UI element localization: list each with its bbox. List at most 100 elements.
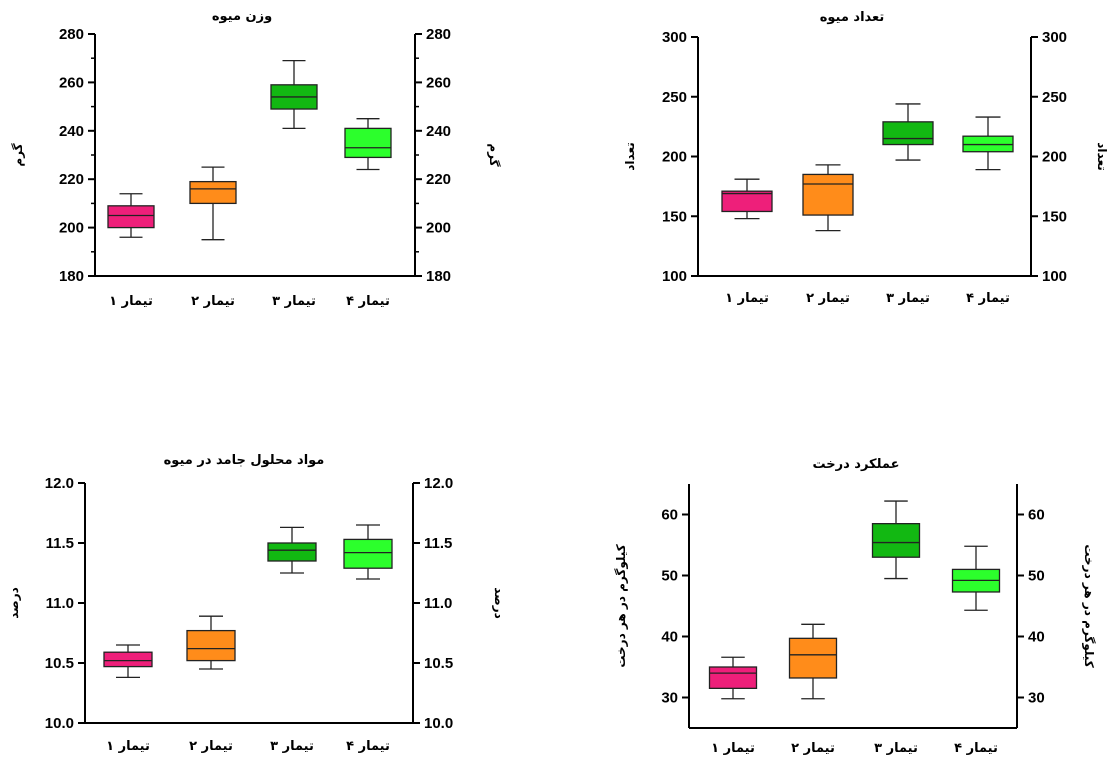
y-tick-label-right: 10.0 [424,715,453,732]
box-1 [721,178,773,220]
y-tick-label-left: 200 [59,220,84,237]
chart-panel-4: عملکرد درخت 30 30 40 40 50 50 60 60 کیلوگرم در هر… [614,457,1096,756]
y-tick-label-left: 300 [662,29,687,46]
box-iqr [721,190,773,213]
box-3 [882,103,934,161]
box-iqr [871,523,921,558]
y-tick-label-right: 300 [1042,29,1067,46]
box-3 [270,59,318,130]
box-iqr [343,538,393,569]
box-iqr [186,629,236,662]
y-tick-label-right: 200 [426,220,451,237]
y-tick-label-right: 60 [1028,507,1045,524]
y-tick-label-left: 30 [661,690,678,707]
y-tick-label-right: 260 [426,74,451,91]
chart-title: عملکرد درخت [812,457,899,472]
x-category-label: تیمار ۴ [346,739,390,754]
y-tick-label-right: 200 [1042,149,1067,166]
x-category-label: تیمار ۲ [806,291,850,306]
y-axis-label-right: تعداد [1095,142,1107,170]
box-iqr [788,637,838,679]
x-category-label: تیمار ۲ [189,739,233,754]
x-category-label: تیمار ۴ [966,291,1010,306]
y-axis-label-left: کیلوگرم در هر درخت [614,544,629,667]
box-4 [951,545,1001,611]
box-2 [802,164,854,232]
y-tick-label-left: 12.0 [45,475,74,492]
y-tick-label-right: 280 [426,26,451,43]
x-category-label: تیمار ۳ [886,291,930,306]
y-axis-label-left: گرم [11,143,26,166]
box-iqr [189,180,237,205]
x-category-label: تیمار ۱ [711,741,755,756]
x-category-label: تیمار ۲ [191,294,235,309]
box-2 [788,623,838,700]
y-tick-label-left: 100 [662,268,687,285]
y-tick-label-left: 220 [59,171,84,188]
x-category-label: تیمار ۴ [346,294,390,309]
y-tick-label-left: 250 [662,89,687,106]
box-iqr [267,542,317,562]
y-tick-label-left: 180 [59,268,84,285]
box-1 [107,193,155,238]
y-tick-label-right: 11.0 [424,595,452,612]
y-axis-label-left: درصد [7,587,21,619]
box-iqr [103,651,153,668]
y-tick-label-right: 11.5 [424,535,452,552]
y-tick-label-right: 40 [1028,629,1045,646]
box-3 [871,500,921,580]
y-tick-label-left: 60 [661,507,678,524]
y-tick-label-left: 11.0 [46,595,74,612]
y-tick-label-left: 280 [59,26,84,43]
y-axis-label-right: گرم [486,143,501,166]
box-2 [186,615,236,670]
y-tick-label-left: 50 [661,568,678,585]
y-axis-label-right: درصد [492,587,506,619]
x-category-label: تیمار ۴ [954,741,998,756]
chart-title: تعداد میوه [820,10,885,25]
y-tick-label-left: 10.0 [45,715,74,732]
box-iqr [344,127,392,159]
box-4 [343,524,393,580]
x-category-label: تیمار ۳ [874,741,918,756]
y-tick-label-right: 240 [426,123,451,140]
chart-panel-2: تعداد میوه 100 100 150 150 200 200 250 250 300 300… [623,10,1107,306]
y-axis-label-right: کیلوگرم در هر درخت [1081,544,1096,667]
box-4 [962,116,1014,171]
box-2 [189,166,237,241]
box-4 [344,118,392,171]
y-tick-label-right: 250 [1042,89,1067,106]
x-category-label: تیمار ۲ [791,741,835,756]
y-axis-label-left: تعداد [623,142,637,170]
x-category-label: تیمار ۱ [725,291,769,306]
y-tick-label-left: 40 [661,629,678,646]
chart-panel-3: مواد محلول جامد در میوه 10.0 10.0 10.5 10.5 1… [7,453,506,754]
y-tick-label-left: 11.5 [46,535,74,552]
y-tick-label-left: 200 [662,149,687,166]
y-tick-label-right: 100 [1042,268,1067,285]
box-iqr [802,173,854,216]
y-tick-label-right: 10.5 [424,655,453,672]
y-tick-label-right: 50 [1028,568,1045,585]
box-iqr [882,121,934,146]
chart-title: مواد محلول جامد در میوه [164,453,325,468]
x-category-label: تیمار ۳ [272,294,316,309]
box-1 [103,644,153,679]
box-1 [708,656,758,700]
x-category-label: تیمار ۱ [109,294,153,309]
y-tick-label-left: 260 [59,74,84,91]
box-3 [267,526,317,574]
chart-panel-1: وزن میوه 180 180 200 200 220 220 240 240 260 260 28… [11,9,501,309]
box-iqr [708,666,758,690]
y-tick-label-left: 150 [662,208,687,225]
y-tick-label-right: 220 [426,171,451,188]
x-category-label: تیمار ۳ [270,739,314,754]
y-tick-label-right: 30 [1028,690,1045,707]
box-iqr [107,205,155,229]
x-category-label: تیمار ۱ [106,739,150,754]
y-tick-label-left: 240 [59,123,84,140]
y-tick-label-left: 10.5 [45,655,74,672]
chart-title: وزن میوه [212,9,272,24]
y-tick-label-right: 150 [1042,208,1067,225]
